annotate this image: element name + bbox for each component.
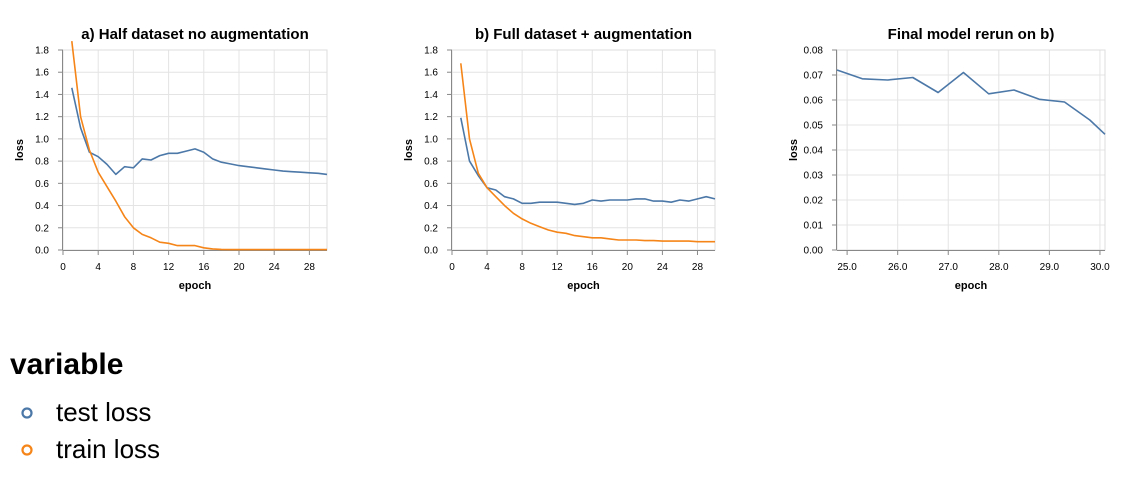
x-tick-label: 4 <box>484 262 490 273</box>
plot-frame <box>62 49 328 251</box>
chart-title: b) Full dataset + augmentation <box>475 26 692 43</box>
y-tick-label: 1.0 <box>35 134 49 145</box>
x-axis-label: epoch <box>567 280 600 292</box>
y-tick-label: 0.08 <box>804 46 824 57</box>
y-tick-label: 1.0 <box>424 134 438 145</box>
legend-title: variable <box>10 348 124 381</box>
y-tick-label: 0.6 <box>424 179 438 190</box>
charts-canvas: 0 4 8 12 16 20 24 28 0.0 0.2 0.4 0.6 0.8 1.0 1.2 1.4 1.6… <box>14 26 1110 292</box>
legend-item-train-loss[interactable]: train loss <box>10 431 160 468</box>
x-tick-label: 20 <box>622 262 634 273</box>
x-tick-label: 24 <box>657 262 669 273</box>
chart-title: Final model rerun on b) <box>888 26 1055 43</box>
y-tick-label: 0.05 <box>804 121 824 132</box>
y-axis-label: loss <box>403 139 415 161</box>
x-tick-label: 20 <box>233 262 245 273</box>
x-tick-label: 29.0 <box>1040 262 1060 273</box>
legend-marker-test-loss <box>21 406 33 419</box>
x-tick-label: 8 <box>131 262 137 273</box>
chart-panel-1: 0 4 8 12 16 20 24 28 0.0 0.2 0.4 0.6 0.8 1.0 1.2 1.4 1.6… <box>14 26 328 292</box>
x-axis-label: epoch <box>955 280 988 292</box>
y-tick-label: 1.6 <box>424 68 438 79</box>
x-axis-label: epoch <box>179 280 212 292</box>
y-tick-label: 1.2 <box>35 112 49 123</box>
y-tick-label: 0.4 <box>424 201 438 212</box>
legend-label-test-loss: test loss <box>56 397 152 427</box>
x-tick-label: 16 <box>587 262 599 273</box>
plot-frame <box>451 49 716 251</box>
y-tick-label: 1.4 <box>35 90 49 101</box>
y-tick-label: 0.03 <box>804 171 824 182</box>
legend-label-train-loss: train loss <box>56 434 161 464</box>
chart-panel-2: 0 4 8 12 16 20 24 28 0.0 0.2 0.4 0.6 0.8 1.0 1.2 1.4 1.6… <box>403 26 716 292</box>
y-tick-label: 1.4 <box>424 90 438 101</box>
x-tick-label: 8 <box>519 262 525 273</box>
y-tick-label: 0.2 <box>35 223 49 234</box>
legend: variable test loss train loss <box>10 348 160 468</box>
y-tick-label: 1.6 <box>35 68 49 79</box>
x-tick-label: 28 <box>692 262 704 273</box>
chart-title: a) Half dataset no augmentation <box>81 26 309 43</box>
y-tick-label: 1.8 <box>424 46 438 57</box>
y-tick-label: 0.01 <box>804 221 824 232</box>
series-line-train-loss <box>460 63 715 243</box>
x-tick-label: 4 <box>95 262 101 273</box>
legend-marker-train-loss <box>21 443 33 456</box>
y-tick-label: 0.6 <box>35 179 49 190</box>
x-tick-label: 28 <box>304 262 316 273</box>
series-line-test-loss <box>71 87 328 176</box>
x-tick-label: 27.0 <box>939 262 959 273</box>
y-tick-label: 1.2 <box>424 112 438 123</box>
x-tick-label: 0 <box>449 262 455 273</box>
y-tick-label: 0.0 <box>35 246 49 257</box>
x-tick-label: 30.0 <box>1090 262 1110 273</box>
y-tick-label: 1.8 <box>35 46 49 57</box>
x-tick-label: 25.0 <box>837 262 857 273</box>
y-tick-label: 0.0 <box>424 246 438 257</box>
y-axis-label: loss <box>788 139 800 161</box>
x-tick-label: 12 <box>552 262 564 273</box>
y-tick-label: 0.02 <box>804 196 824 207</box>
chart-panel-3: 25.0 26.0 27.0 28.0 29.0 30.0 0.00 0.01 0.02 0.03… <box>788 26 1110 292</box>
y-tick-label: 0.8 <box>35 157 49 168</box>
y-tick-label: 0.4 <box>35 201 49 212</box>
x-tick-label: 24 <box>269 262 281 273</box>
x-tick-label: 28.0 <box>989 262 1009 273</box>
legend-item-test-loss[interactable]: test loss <box>10 394 160 431</box>
y-tick-label: 0.06 <box>804 96 824 107</box>
y-tick-label: 0.2 <box>424 223 438 234</box>
circle-icon <box>20 406 34 420</box>
x-tick-label: 16 <box>198 262 210 273</box>
y-tick-label: 0.00 <box>804 246 824 257</box>
x-tick-label: 0 <box>60 262 66 273</box>
series-line-test-loss <box>460 117 716 206</box>
series-line-test-loss <box>836 69 1106 135</box>
y-tick-label: 0.04 <box>804 146 824 157</box>
y-tick-label: 0.8 <box>424 157 438 168</box>
y-tick-label: 0.07 <box>804 71 824 82</box>
y-axis-label: loss <box>14 139 26 161</box>
x-tick-label: 12 <box>163 262 175 273</box>
circle-icon <box>20 443 34 457</box>
x-tick-label: 26.0 <box>888 262 908 273</box>
series-line-train-loss <box>71 41 327 251</box>
